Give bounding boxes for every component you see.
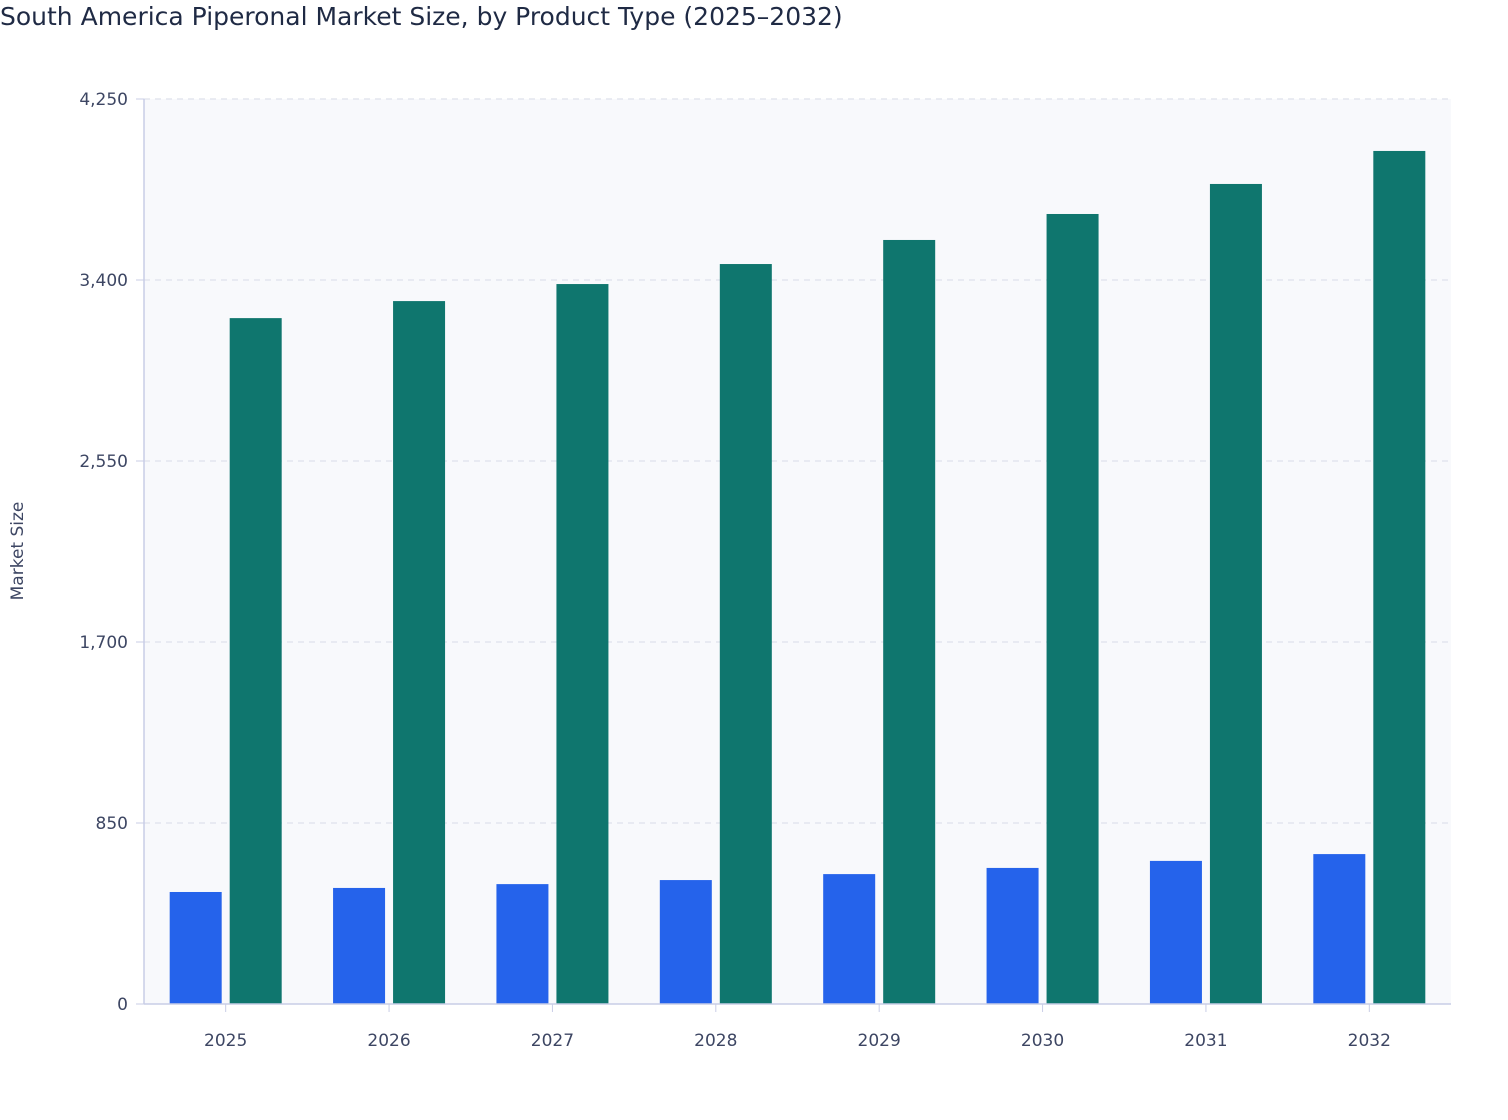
bar-2025-series-2 xyxy=(229,318,282,1005)
y-tick-label: 0 xyxy=(117,995,128,1015)
y-tick-label: 1,700 xyxy=(79,633,128,653)
y-tick-label: 2,550 xyxy=(79,452,128,472)
bar-2032-series-1 xyxy=(1313,854,1366,1004)
chart-title: South America Piperonal Market Size, by … xyxy=(0,2,843,31)
x-tick-label: 2032 xyxy=(1348,1031,1391,1051)
bar-2028-series-2 xyxy=(719,264,772,1004)
bar-2031-series-1 xyxy=(1149,860,1202,1004)
y-tick-label: 850 xyxy=(96,814,128,834)
bar-2026-series-1 xyxy=(333,887,386,1004)
x-tick-label: 2026 xyxy=(367,1031,410,1051)
x-tick-label: 2025 xyxy=(204,1031,247,1051)
x-tick-label: 2028 xyxy=(694,1031,737,1051)
x-tick-label: 2030 xyxy=(1021,1031,1064,1051)
y-tick-label: 4,250 xyxy=(79,90,128,110)
x-tick-label: 2029 xyxy=(858,1031,901,1051)
bar-2027-series-1 xyxy=(496,884,549,1004)
y-tick-label: 3,400 xyxy=(79,271,128,291)
bar-2032-series-2 xyxy=(1373,150,1426,1004)
y-axis-label: Market Size xyxy=(8,502,28,601)
bar-2030-series-1 xyxy=(986,867,1039,1004)
bar-2029-series-2 xyxy=(883,239,936,1005)
bar-2030-series-2 xyxy=(1046,213,1099,1005)
bar-2028-series-1 xyxy=(659,880,712,1004)
x-tick-label: 2027 xyxy=(531,1031,574,1051)
bar-2031-series-2 xyxy=(1209,183,1262,1005)
bar-2026-series-2 xyxy=(393,301,446,1004)
x-tick-label: 2031 xyxy=(1184,1031,1227,1051)
bar-2025-series-1 xyxy=(169,891,222,1004)
bar-2029-series-1 xyxy=(823,874,876,1004)
bar-2027-series-2 xyxy=(556,284,609,1004)
